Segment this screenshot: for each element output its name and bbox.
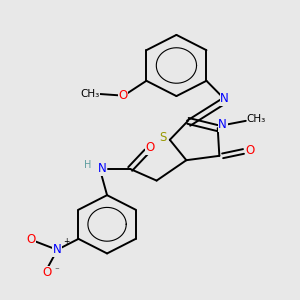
Text: S: S	[159, 131, 166, 144]
Text: N: N	[98, 162, 106, 176]
Text: O: O	[118, 89, 128, 102]
Text: ⁻: ⁻	[54, 266, 59, 275]
Text: N: N	[220, 92, 229, 105]
Text: O: O	[43, 266, 52, 279]
Text: O: O	[26, 233, 35, 246]
Text: N: N	[218, 118, 227, 131]
Text: H: H	[84, 160, 92, 170]
Text: CH₃: CH₃	[81, 89, 100, 99]
Text: CH₃: CH₃	[246, 114, 265, 124]
Text: N: N	[52, 243, 62, 256]
Text: O: O	[146, 141, 154, 154]
Text: +: +	[63, 237, 69, 246]
Text: O: O	[245, 144, 255, 158]
